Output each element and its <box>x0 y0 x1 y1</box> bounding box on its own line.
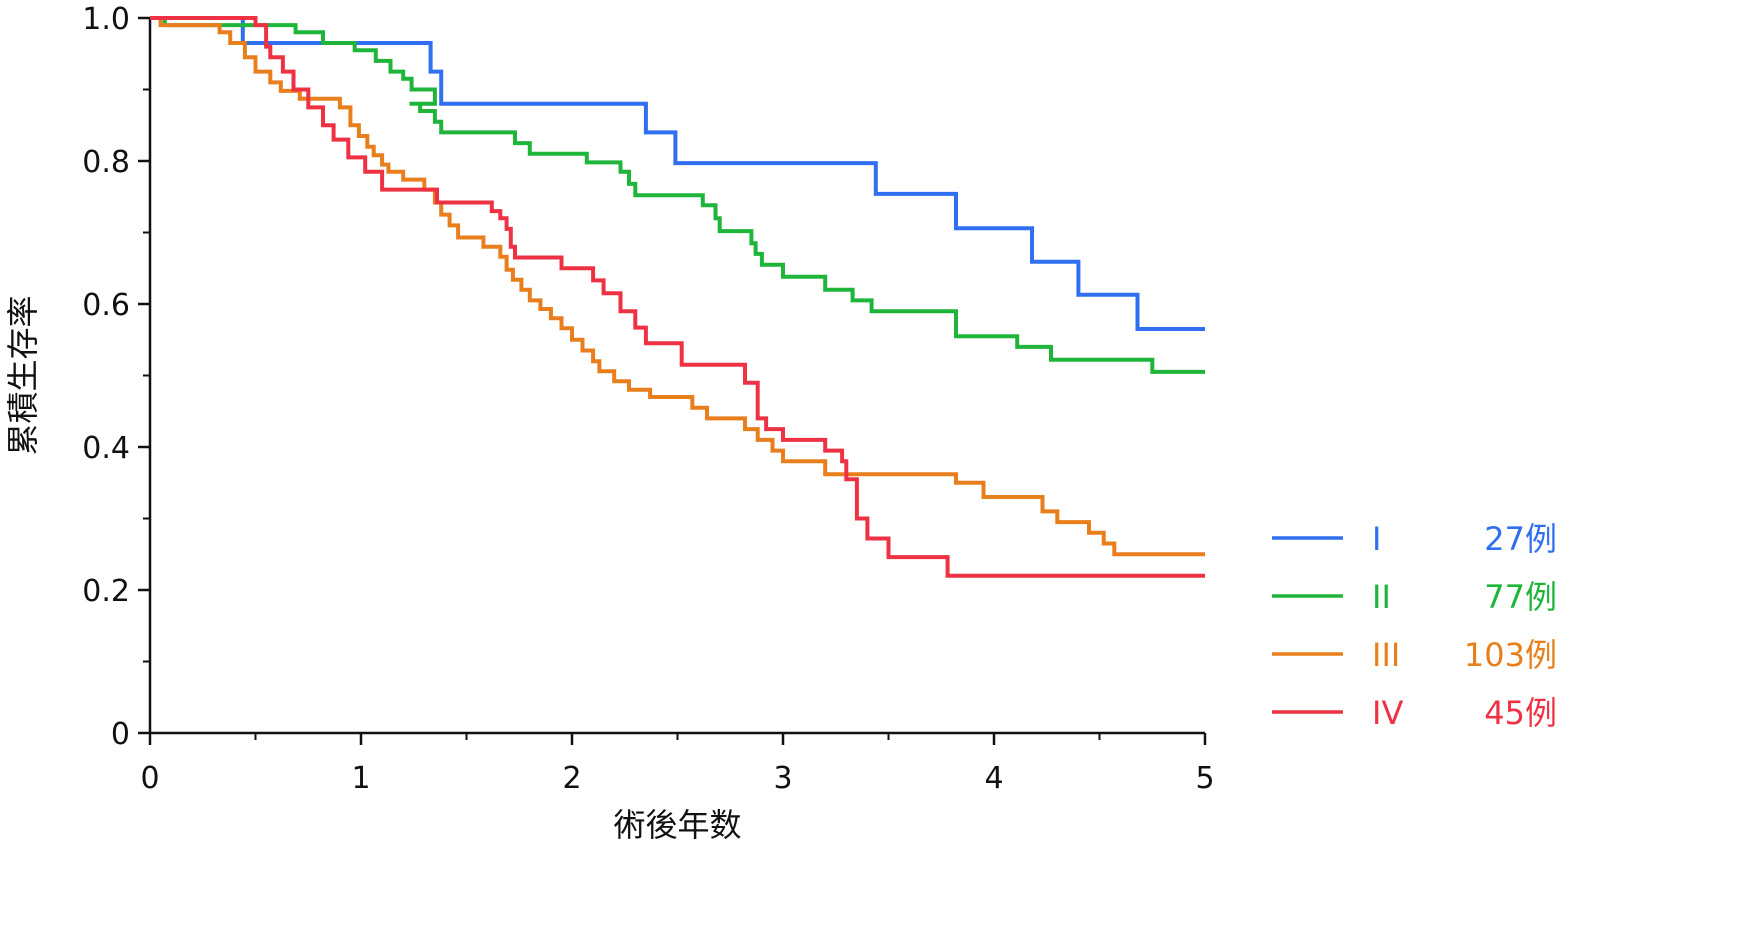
series-line-i <box>150 16 1205 331</box>
x-tick-label: 5 <box>1195 761 1214 796</box>
y-tick-label: 0 <box>111 717 130 752</box>
x-tick-label: 0 <box>140 761 159 796</box>
legend-series-name: III <box>1372 636 1400 674</box>
legend-count: 45例 <box>1484 694 1557 732</box>
series-line-iv <box>150 16 1205 578</box>
x-tick-label: 3 <box>773 761 792 796</box>
series-line-ii <box>150 16 1205 374</box>
legend-count: 27例 <box>1484 520 1557 558</box>
y-tick-label: 0.4 <box>82 431 130 466</box>
legend-count: 103例 <box>1464 636 1557 674</box>
series-lines <box>150 16 1205 578</box>
legend-series-name: II <box>1372 578 1391 616</box>
legend-series-name: I <box>1372 520 1381 558</box>
legend-count: 77例 <box>1484 578 1557 616</box>
y-tick-label: 1.0 <box>82 2 130 37</box>
legend-series-name: IV <box>1372 694 1403 732</box>
x-tick-label: 1 <box>351 761 370 796</box>
axes: 0 1 2 3 4 5 0 0.2 0.4 0.6 0.8 1.0 <box>82 2 1214 796</box>
y-tick-label: 0.8 <box>82 145 130 180</box>
x-tick-label: 2 <box>562 761 581 796</box>
x-axis-title: 術後年数 <box>613 806 741 844</box>
x-tick-label: 4 <box>984 761 1003 796</box>
y-axis-title: 累積生存率 <box>4 295 42 455</box>
series-line-iii <box>150 16 1205 557</box>
legend: I 27例 II 77例 III 103例 IV 45例 <box>1272 520 1557 732</box>
y-tick-label: 0.6 <box>82 288 130 323</box>
y-tick-label: 0.2 <box>82 574 130 609</box>
